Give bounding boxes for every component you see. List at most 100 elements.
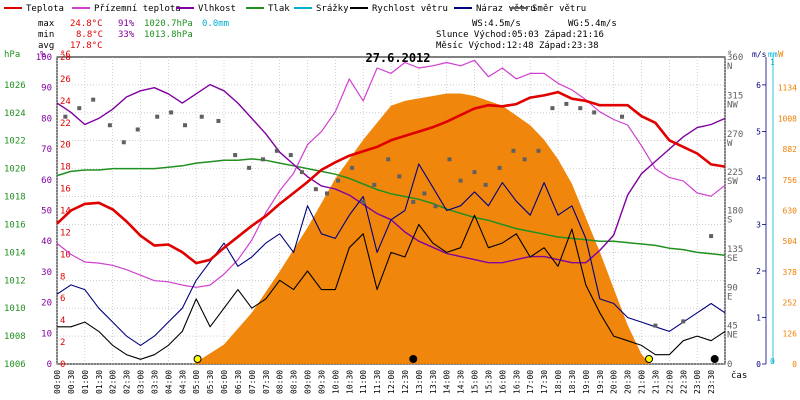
solar-tick: 126	[783, 329, 798, 338]
time-tick: 12:30	[401, 370, 410, 394]
humidity-tick: 20	[41, 299, 52, 309]
wind-direction-point	[397, 174, 402, 179]
time-tick: 19:00	[582, 370, 591, 394]
legend: Teplota Přízemní teplota Vlhkost Tlak Srážky…	[4, 4, 586, 14]
direction-tick: 180 S	[727, 207, 743, 226]
time-tick: 20:30	[624, 370, 633, 394]
wind-gust-line	[56, 163, 726, 346]
sunset-marker	[645, 355, 654, 363]
time-tick: 12:00	[387, 370, 396, 394]
wind-direction-point	[536, 148, 541, 153]
time-tick: 23:30	[707, 370, 716, 394]
humidity-tick: 60	[41, 176, 52, 186]
hpa-tick: 1026	[4, 81, 26, 91]
ground-temp-line	[56, 59, 726, 288]
time-tick: 11:00	[359, 370, 368, 394]
humidity-tick: 10	[41, 329, 52, 339]
humidity-tick: 30	[41, 268, 52, 278]
time-axis: 00:00 00:30 01:00 01:30 02:00 02:30 03:00 03:30…	[53, 370, 716, 394]
time-tick: 22:00	[665, 370, 674, 394]
min-temp: 8.8°C	[76, 30, 103, 40]
wind-direction-point	[183, 123, 188, 128]
solar-tick: 882	[783, 145, 798, 154]
solar-tick: 1008	[778, 114, 797, 123]
ms-tick: 6	[756, 81, 761, 90]
temp-tick: 22	[60, 119, 71, 129]
moonset-marker	[710, 355, 719, 363]
humidity-tick: 50	[41, 207, 52, 217]
wind-direction-point	[169, 110, 174, 115]
wind-speed-stat: WS:4.5m/s	[472, 19, 521, 29]
humidity-tick: 70	[41, 145, 52, 155]
wind-direction-point	[288, 153, 293, 158]
wind-direction-point	[458, 178, 463, 183]
time-tick: 02:00	[109, 370, 118, 394]
wind-direction-point	[260, 157, 265, 162]
mm-tick: 0	[770, 357, 775, 366]
temp-tick: 0	[60, 360, 65, 370]
sunrise-marker	[193, 355, 202, 363]
time-tick: 07:30	[262, 370, 271, 394]
wind-direction-point	[91, 97, 96, 102]
temperature-line	[56, 90, 726, 265]
time-tick: 04:00	[164, 370, 173, 394]
time-tick: 05:00	[192, 370, 201, 394]
celsius-unit: °C	[60, 50, 71, 60]
series-layer	[56, 59, 726, 364]
wind-direction-point	[592, 110, 597, 115]
direction-tick: 360 N	[727, 53, 743, 72]
min-hum: 33%	[118, 30, 135, 40]
max-rain: 0.0mm	[202, 19, 229, 29]
humidity-axis: 0 10 20 30 40 50 60 70 80 90 100	[36, 53, 52, 370]
direction-compass: SE	[727, 254, 738, 264]
temp-tick: 2	[60, 338, 65, 348]
wind-direction-point	[620, 114, 625, 119]
time-tick: 11:30	[373, 370, 382, 394]
wind-direction-point	[447, 157, 452, 162]
wind-direction-point	[578, 106, 583, 111]
time-tick: 22:30	[679, 370, 688, 394]
wind-direction-point	[324, 191, 329, 196]
wind-direction-point	[709, 234, 714, 239]
time-tick: 16:30	[512, 370, 521, 394]
direction-degree: 225	[727, 168, 743, 178]
solar-tick: 630	[783, 207, 798, 216]
w-unit: W	[778, 50, 784, 60]
temp-tick: 8	[60, 272, 65, 282]
min-pres: 1013.8hPa	[144, 30, 193, 40]
hpa-tick: 1008	[4, 332, 26, 342]
ms-tick: 4	[756, 174, 761, 183]
wind-speed-line	[57, 214, 726, 360]
time-tick: 18:30	[568, 370, 577, 394]
humidity-tick: 80	[41, 114, 52, 124]
chart-title: 27.6.2012	[365, 51, 430, 65]
humidity-tick: 0	[47, 360, 52, 370]
ms-tick: 5	[756, 127, 761, 136]
direction-tick: 270 W	[727, 130, 743, 149]
time-tick: 09:00	[304, 370, 313, 394]
direction-tick: 90 E	[727, 283, 738, 302]
temp-tick: 18	[60, 163, 71, 173]
moon-times: Měsíc Východ:12:48 Západ:23:38	[436, 41, 599, 51]
max-temp: 24.8°C	[70, 19, 103, 29]
wind-direction-point	[564, 101, 569, 106]
time-tick: 09:30	[317, 370, 326, 394]
time-tick: 00:30	[67, 370, 76, 394]
legend-item: Srážky	[316, 4, 349, 14]
time-tick: 07:00	[248, 370, 257, 394]
wind-direction-point	[350, 165, 355, 170]
hpa-tick: 1010	[4, 304, 26, 314]
wind-direction-point	[522, 157, 527, 162]
max-label: max	[38, 19, 55, 29]
time-tick: 20:00	[610, 370, 619, 394]
temp-tick: 20	[60, 141, 71, 151]
wind-direction-point	[483, 182, 488, 187]
wind-direction-point	[550, 106, 555, 111]
direction-degree: 135	[727, 245, 743, 255]
direction-tick: 0	[727, 360, 732, 370]
time-tick: 10:30	[345, 370, 354, 394]
legend-item: Rychlost větru	[372, 4, 448, 14]
direction-compass: SW	[727, 177, 738, 187]
humidity-tick: 90	[41, 84, 52, 94]
time-tick: 14:00	[443, 370, 452, 394]
